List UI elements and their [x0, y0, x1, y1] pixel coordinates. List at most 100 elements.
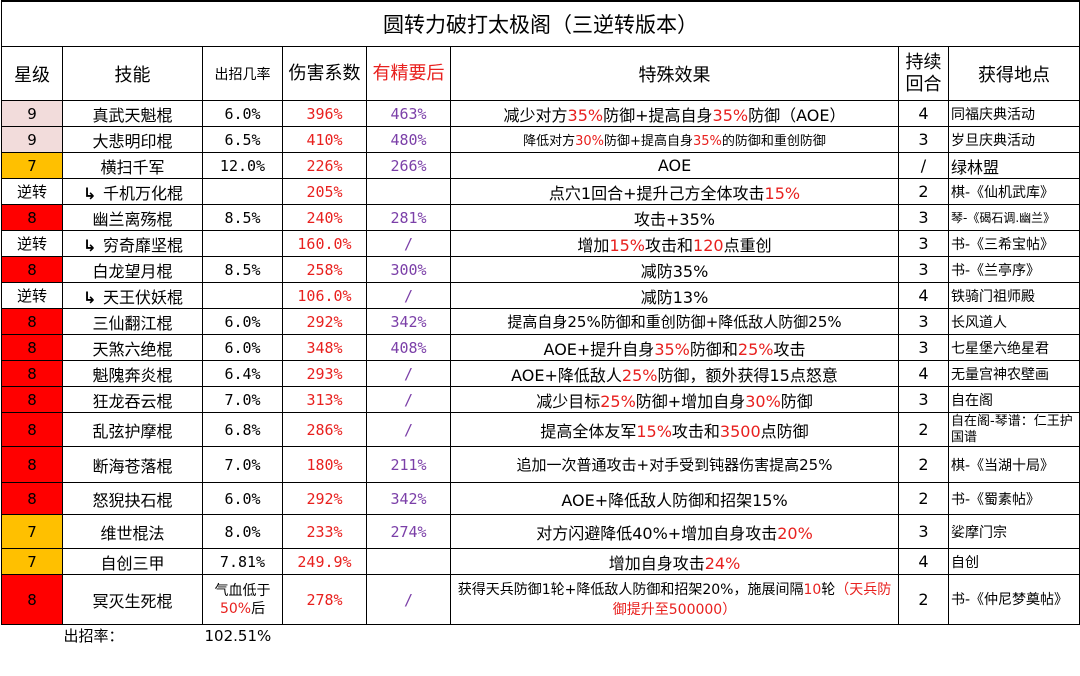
- rate-cell: 8.5%: [202, 204, 283, 231]
- rate-cell: 6.4%: [202, 360, 283, 387]
- star-cell: 7: [1, 548, 63, 575]
- duration-cell: 3: [898, 514, 949, 549]
- skill-name: 狂龙吞云棍: [92, 391, 173, 411]
- coef-cell: 278%: [282, 574, 367, 625]
- star-cell: 9: [1, 100, 63, 127]
- coef-cell: 226%: [282, 152, 367, 179]
- duration-cell: 4: [898, 100, 949, 127]
- star-cell: 8: [1, 482, 63, 515]
- skill-name: 千机万化棍: [103, 183, 184, 203]
- effect-text: 获得天兵防御1轮+降低敌人防御和招架20%，施展间隔: [457, 581, 804, 598]
- highlight-value: 25%: [621, 365, 658, 385]
- skill-cell: 怒猊抉石棍: [62, 482, 203, 515]
- location-cell: 书-《三希宝帖》: [948, 230, 1080, 257]
- effect-text: 攻击: [773, 339, 806, 359]
- highlight-value: 10: [803, 581, 822, 598]
- skill-cell: ↳ 千机万化棍: [62, 178, 203, 205]
- effect-text: 攻击和: [671, 421, 720, 441]
- star-cell: 逆转: [1, 282, 63, 309]
- footer-rate-value: 102.51%: [202, 624, 283, 647]
- location-cell: 七星堡六绝星君: [948, 334, 1080, 361]
- refined-cell: [366, 178, 451, 205]
- rate-cell: [202, 178, 283, 205]
- skill-cell: 幽兰离殇棍: [62, 204, 203, 231]
- star-cell: 9: [1, 126, 63, 153]
- coef-cell: 205%: [282, 178, 367, 205]
- star-cell: 8: [1, 446, 63, 483]
- table-row: 8 白龙望月棍 8.5% 258% 300% 减防35% 3 书-《兰亭序》: [1, 256, 1080, 283]
- return-arrow-icon: ↳: [83, 235, 97, 255]
- rate-cell: [202, 230, 283, 257]
- location-cell: 绿林盟: [948, 152, 1080, 179]
- coef-cell: 396%: [282, 100, 367, 127]
- duration-cell: 4: [898, 548, 949, 575]
- coef-cell: 160.0%: [282, 230, 367, 257]
- skill-cell: ↳ 穷奇靡坚棍: [62, 230, 203, 257]
- rate-cell: 12.0%: [202, 152, 283, 179]
- effect-text: 减少对方: [503, 105, 568, 125]
- refined-cell: /: [366, 360, 451, 387]
- table-row: 8 三仙翻江棍 6.0% 292% 342% 提高自身25%防御和重创防御+降低敌人防御2…: [1, 308, 1080, 335]
- location-cell: 无量宫神农壁画: [948, 360, 1080, 387]
- rate-cell: 6.0%: [202, 482, 283, 515]
- refined-cell: 274%: [366, 514, 451, 549]
- location-cell: 铁骑门祖师殿: [948, 282, 1080, 309]
- table-row: 8 冥灭生死棍 气血低于50%后 278% / 获得天兵防御1轮+降低敌人防御和招架20%…: [1, 574, 1080, 625]
- effect-cell: 增加自身攻击24%: [450, 548, 899, 575]
- skill-table: 圆转力破打太极阁（三逆转版本） 星级 技能 出招几率 伤害系数 有精要后 特殊效…: [1, 0, 1080, 647]
- location-cell: 棋-《仙机武库》: [948, 178, 1080, 205]
- skill-cell: 横扫千军: [62, 152, 203, 179]
- location-cell: 自在阁-琴谱：仁王护国谱: [948, 412, 1080, 447]
- effect-cell: AOE+提升自身35%防御和25%攻击: [450, 334, 899, 361]
- coef-cell: 233%: [282, 514, 367, 549]
- location-cell: 同福庆典活动: [948, 100, 1080, 127]
- skill-name: 三仙翻江棍: [92, 313, 173, 333]
- footer-row: 出招率： 102.51%: [1, 624, 1080, 647]
- effect-text: 的防御和重创防御: [721, 134, 826, 149]
- coef-cell: 249.9%: [282, 548, 367, 575]
- rate-text: 气血低于: [214, 582, 271, 599]
- footer-empty: [948, 624, 1080, 647]
- skill-name: 大悲明印棍: [92, 131, 173, 151]
- skill-name: 横扫千军: [100, 157, 165, 177]
- coef-cell: 258%: [282, 256, 367, 283]
- table-row: 9 真武天魁棍 6.0% 396% 463% 减少对方35%防御+提高自身35%防御（AO…: [1, 100, 1080, 127]
- table-row: 7 自创三甲 7.81% 249.9% 增加自身攻击24% 4 自创: [1, 548, 1080, 575]
- effect-text: 点防御: [760, 421, 809, 441]
- highlight-value: 35%: [567, 105, 604, 125]
- highlight-value: 25%: [600, 391, 636, 411]
- highlight-value: 25%: [737, 339, 774, 359]
- star-cell: 7: [1, 514, 63, 549]
- skill-cell: 魁隗奔炎棍: [62, 360, 203, 387]
- coef-cell: 292%: [282, 308, 367, 335]
- star-cell: 8: [1, 412, 63, 447]
- duration-cell: 3: [898, 126, 949, 153]
- return-arrow-icon: ↳: [83, 183, 97, 203]
- refined-cell: /: [366, 412, 451, 447]
- coef-cell: 348%: [282, 334, 367, 361]
- refined-cell: 480%: [366, 126, 451, 153]
- table-row: 8 天煞六绝棍 6.0% 348% 408% AOE+提升自身35%防御和25%攻击 3 七星…: [1, 334, 1080, 361]
- location-cell: 琴-《碣石调.幽兰》: [948, 204, 1080, 231]
- duration-cell: 2: [898, 446, 949, 483]
- duration-cell: 2: [898, 574, 949, 625]
- effect-cell: 减防35%: [450, 256, 899, 283]
- refined-cell: [366, 548, 451, 575]
- skill-name: 维世棍法: [100, 523, 165, 543]
- highlight-value: 24%: [704, 553, 741, 573]
- header-row: 星级 技能 出招几率 伤害系数 有精要后 特殊效果 持续回合 获得地点: [1, 46, 1080, 101]
- effect-text: 降低对方: [523, 134, 576, 149]
- coef-cell: 313%: [282, 386, 367, 413]
- effect-text: 防御，额外获得15点怒意: [657, 365, 838, 385]
- refined-cell: /: [366, 230, 451, 257]
- skill-name: 怒猊抉石棍: [92, 490, 173, 510]
- effect-text: 攻击和: [645, 235, 694, 255]
- rate-cell: 8.5%: [202, 256, 283, 283]
- refined-cell: 300%: [366, 256, 451, 283]
- highlight-value: 3500: [719, 421, 761, 441]
- effect-cell: 对方闪避降低40%+增加自身攻击20%: [450, 514, 899, 549]
- duration-cell: 2: [898, 178, 949, 205]
- skill-name: 真武天魁棍: [92, 105, 173, 125]
- rate-cell: 6.0%: [202, 100, 283, 127]
- duration-cell: 3: [898, 256, 949, 283]
